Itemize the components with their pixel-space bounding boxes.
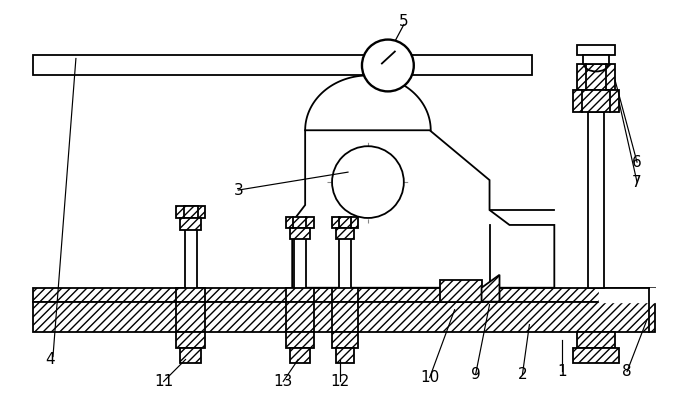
Bar [290, 347, 310, 363]
Bar [290, 228, 310, 239]
Text: 12: 12 [330, 374, 350, 389]
Bar [286, 288, 314, 302]
Polygon shape [482, 275, 500, 302]
Bar [180, 347, 202, 363]
Bar [33, 302, 655, 332]
Bar [336, 347, 354, 363]
Bar [332, 302, 358, 332]
Bar [578, 65, 615, 90]
Text: 7: 7 [632, 175, 642, 189]
Bar [286, 302, 314, 332]
Circle shape [346, 160, 390, 204]
Polygon shape [292, 130, 554, 288]
Bar [332, 217, 358, 228]
Bar [440, 280, 482, 302]
Bar [332, 332, 358, 347]
Bar [336, 228, 354, 239]
Text: 2: 2 [517, 367, 527, 382]
Text: 3: 3 [234, 183, 243, 197]
Bar [185, 206, 197, 332]
Bar [332, 217, 358, 228]
Bar [290, 228, 310, 239]
Text: 10: 10 [420, 370, 440, 385]
Bar [176, 332, 206, 347]
Text: 6: 6 [632, 155, 642, 170]
Polygon shape [599, 288, 655, 302]
Bar [578, 332, 615, 347]
Bar [176, 302, 206, 332]
Bar [588, 112, 604, 288]
Bar [332, 332, 358, 347]
Bar [176, 332, 206, 347]
Bar [176, 288, 206, 302]
Bar [573, 90, 619, 112]
Bar [33, 302, 655, 332]
Bar [578, 45, 615, 55]
Bar [573, 90, 619, 112]
Text: 13: 13 [274, 374, 293, 389]
Bar [286, 288, 314, 302]
Bar [286, 332, 314, 347]
Bar [339, 218, 351, 332]
Bar [440, 280, 482, 302]
Bar [583, 55, 609, 65]
Text: 5: 5 [399, 14, 409, 29]
Circle shape [332, 146, 404, 218]
Bar [176, 206, 206, 218]
Bar [336, 228, 354, 239]
Bar [336, 347, 354, 363]
Circle shape [362, 39, 414, 92]
Bar [176, 206, 206, 218]
Bar [286, 217, 314, 228]
Bar [180, 347, 202, 363]
Bar [180, 218, 202, 230]
Text: 8: 8 [622, 364, 632, 379]
Bar [294, 218, 306, 332]
Bar [573, 347, 619, 363]
Bar [286, 332, 314, 347]
Bar [578, 332, 615, 347]
Bar [332, 302, 358, 332]
Bar [33, 288, 655, 302]
Bar [332, 288, 358, 302]
Bar [33, 288, 655, 302]
Text: 4: 4 [46, 352, 55, 367]
Text: 1: 1 [557, 364, 567, 379]
Text: 11: 11 [154, 374, 173, 389]
Bar [33, 55, 533, 76]
Bar [180, 218, 202, 230]
Text: 9: 9 [470, 367, 480, 382]
Bar [578, 65, 615, 90]
Bar [176, 302, 206, 332]
Bar [286, 302, 314, 332]
Bar [332, 288, 358, 302]
Bar [176, 288, 206, 302]
Bar [290, 347, 310, 363]
Bar [286, 217, 314, 228]
Bar [573, 347, 619, 363]
